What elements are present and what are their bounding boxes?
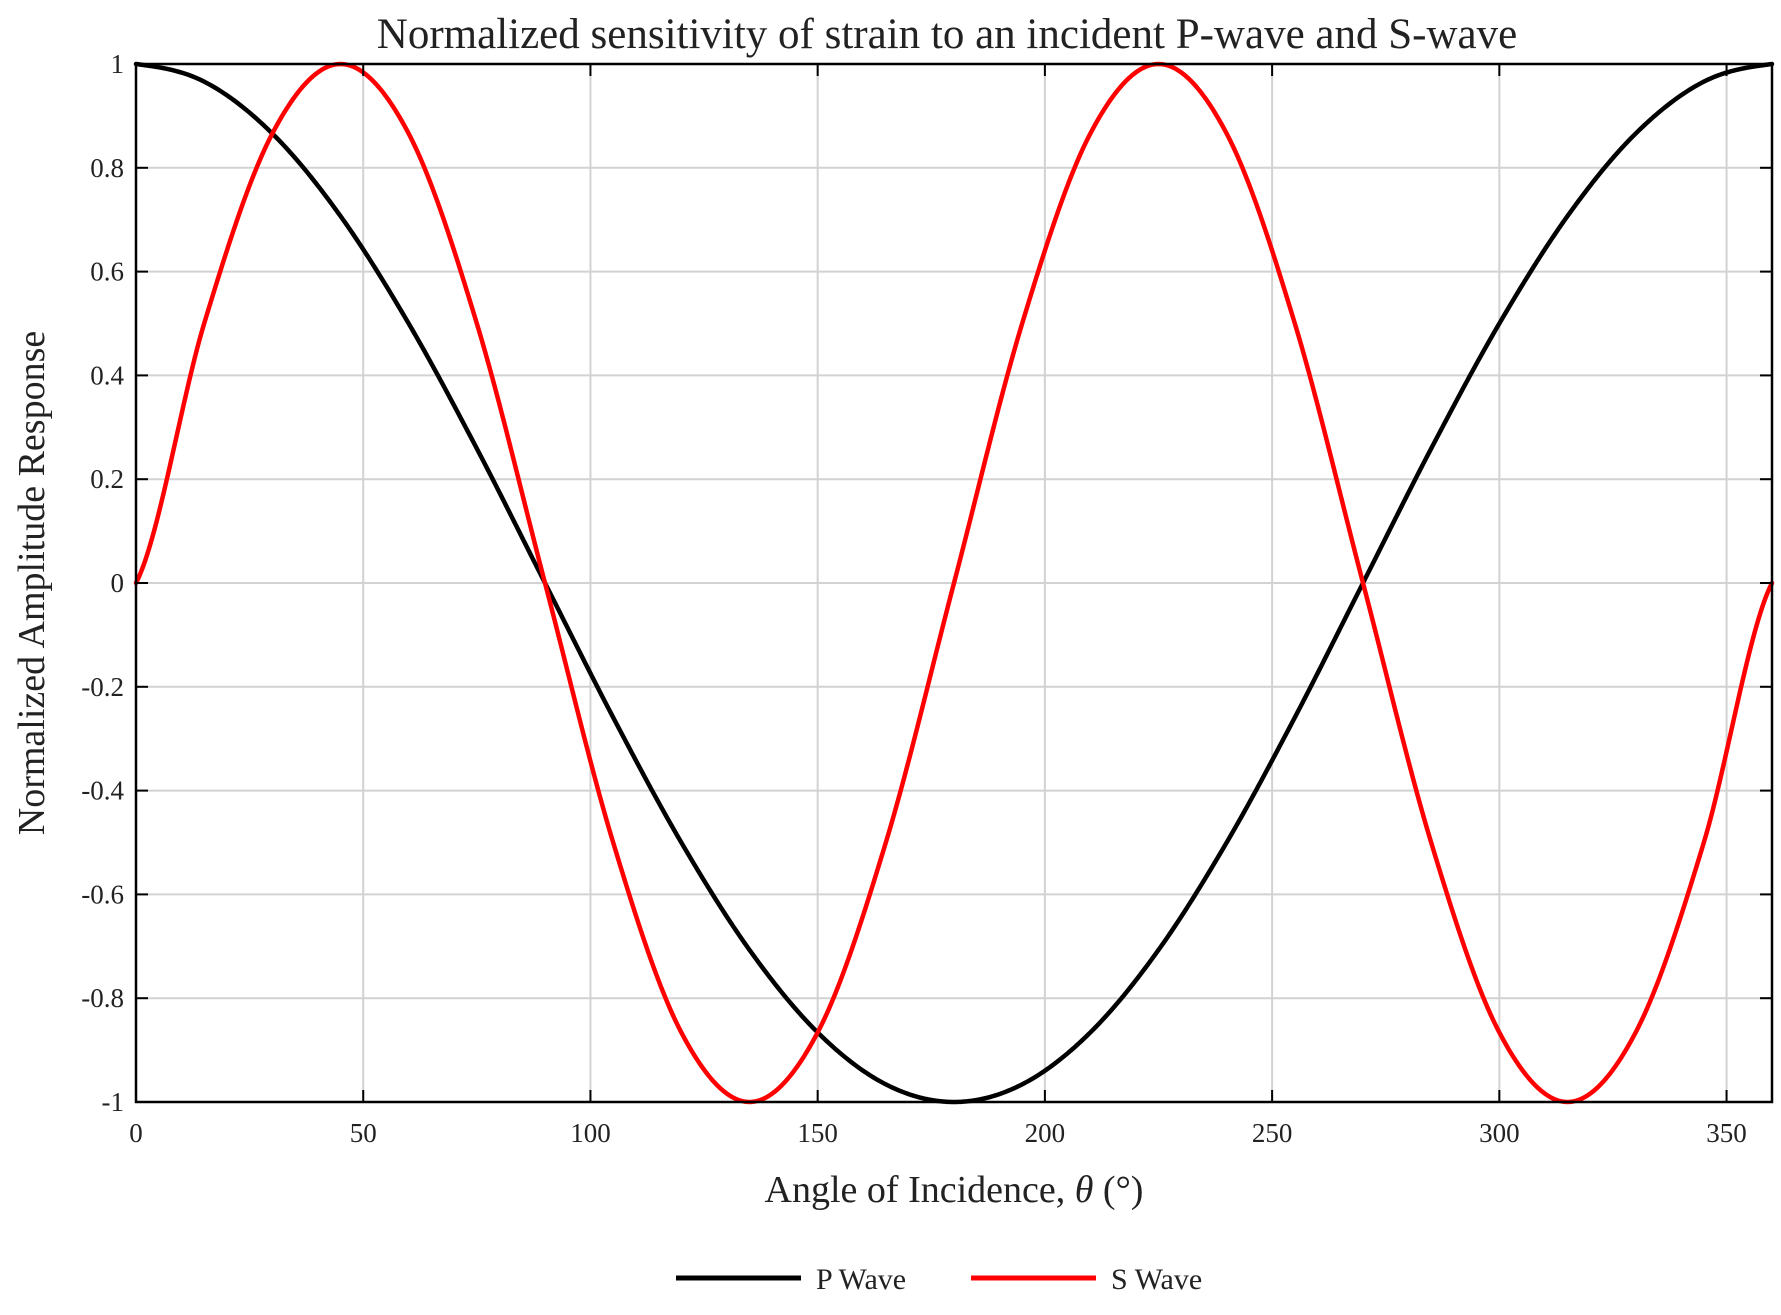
x-tick-label: 100 — [570, 1118, 611, 1148]
y-tick-label: 0.8 — [90, 153, 124, 183]
x-axis-label: Angle of Incidence, θ (°) — [765, 1169, 1144, 1211]
tick-marks — [135, 63, 1772, 1103]
x-tick-label: 50 — [350, 1118, 377, 1148]
y-tick-label: 0.4 — [90, 360, 124, 390]
x-tick-label: 300 — [1479, 1118, 1520, 1148]
legend-label-s-wave: S Wave — [1111, 1263, 1202, 1296]
x-axis-label-theta: θ — [1075, 1169, 1094, 1211]
y-tick-label: -0.8 — [81, 983, 124, 1013]
x-tick-label: 0 — [129, 1118, 143, 1148]
series-line-s-wave — [133, 61, 1775, 1105]
y-axis-label: Normalized Amplitude Response — [11, 331, 53, 835]
y-tick-label: -0.2 — [81, 672, 124, 702]
y-tick-label: -0.4 — [81, 776, 124, 806]
x-tick-label: 200 — [1025, 1118, 1066, 1148]
y-tick-labels: 1 0.8 0.6 0.4 0.2 0 -0.2 -0.4 -0.6 -0.8 -1 — [81, 49, 124, 1117]
y-tick-label: 1 — [111, 49, 125, 79]
grid-lines — [136, 64, 1772, 1102]
legend-label-p-wave: P Wave — [816, 1263, 906, 1296]
x-tick-labels: 0 50 100 150 200 250 300 350 — [129, 1118, 1747, 1148]
legend: P Wave S Wave — [676, 1263, 1202, 1296]
x-tick-label: 250 — [1252, 1118, 1293, 1148]
y-tick-label: -1 — [102, 1087, 125, 1117]
chart-title: Normalized sensitivity of strain to an i… — [377, 11, 1517, 58]
x-axis-label-prefix: Angle of Incidence, — [765, 1169, 1075, 1211]
y-tick-label: 0.2 — [90, 464, 124, 494]
x-tick-label: 150 — [797, 1118, 838, 1148]
y-tick-label: -0.6 — [81, 879, 124, 909]
y-tick-label: 0.6 — [90, 257, 124, 287]
y-tick-label: 0 — [111, 568, 125, 598]
x-tick-label: 350 — [1706, 1118, 1747, 1148]
x-axis-label-suffix: (°) — [1093, 1169, 1143, 1211]
